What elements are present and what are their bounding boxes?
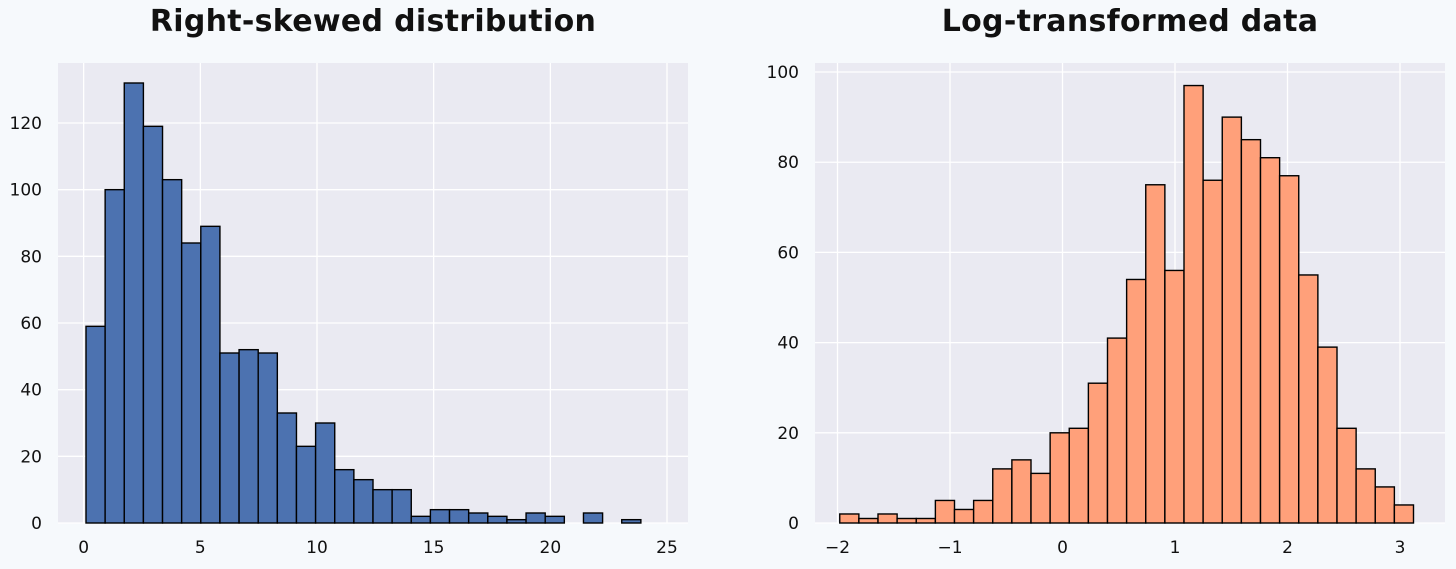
left-histogram-bar xyxy=(314,422,336,524)
left-y-tick-label: 60 xyxy=(20,314,42,334)
right-histogram-bar xyxy=(1049,432,1070,524)
left-y-tick-label: 40 xyxy=(20,381,42,401)
right-histogram-bar xyxy=(1336,427,1357,524)
right-histogram-bar xyxy=(934,499,956,524)
left-histogram-bar xyxy=(391,488,412,524)
right-histogram-bar xyxy=(896,517,917,524)
right-histogram-bar xyxy=(915,517,937,524)
right-histogram-bar xyxy=(1164,269,1185,524)
left-histogram-bar xyxy=(353,478,374,524)
right-histogram-bar xyxy=(1087,382,1109,524)
left-histogram-bar xyxy=(142,125,164,524)
right-chart: −2 −1 0 1 2 3 0 20 40 60 80 100 xyxy=(767,63,1445,558)
right-histogram-bar xyxy=(1030,472,1051,524)
right-histogram-bar xyxy=(839,513,860,524)
right-histogram-bar xyxy=(1106,337,1128,524)
right-histogram-bar xyxy=(1298,274,1319,524)
left-histogram-bar xyxy=(487,515,508,524)
left-histogram-bar xyxy=(295,445,317,524)
left-histogram-bar xyxy=(238,348,259,524)
right-histogram-bar xyxy=(972,499,994,524)
right-x-tick-label: −2 xyxy=(825,538,850,558)
left-histogram-bar xyxy=(410,515,432,524)
left-histogram-bar xyxy=(372,488,393,524)
right-histogram-bar xyxy=(1145,184,1166,524)
left-x-tick-label: 0 xyxy=(78,538,89,558)
right-x-tick-label: −1 xyxy=(937,538,962,558)
right-histogram-bar xyxy=(1125,278,1147,524)
left-histogram-bar xyxy=(123,82,145,524)
left-chart: 0 5 10 15 20 25 0 20 40 60 80 100 120 xyxy=(10,63,688,558)
left-histogram-bar xyxy=(219,352,240,524)
right-histogram-bar xyxy=(953,508,975,524)
left-histogram-bar xyxy=(180,242,202,524)
right-chart-title: Log-transformed data xyxy=(941,4,1319,39)
right-x-tick-label: 0 xyxy=(1057,538,1068,558)
left-histogram-bar xyxy=(467,512,489,524)
right-histogram-bar xyxy=(1278,175,1300,524)
right-histogram-bar xyxy=(858,517,879,524)
right-x-tick-label: 1 xyxy=(1170,538,1181,558)
left-histogram-bar xyxy=(276,412,298,524)
left-y-tick-label: 80 xyxy=(20,247,42,267)
left-histogram-bar xyxy=(200,225,221,524)
left-histogram-bar xyxy=(85,325,106,524)
right-y-tick-label: 100 xyxy=(767,63,799,83)
left-x-tick-label: 15 xyxy=(423,538,445,558)
left-histogram-bar xyxy=(104,188,125,524)
right-histogram-bar xyxy=(1068,427,1090,524)
right-histogram-bar xyxy=(1355,468,1376,524)
right-histogram-bar xyxy=(1259,157,1281,524)
right-y-tick-label: 60 xyxy=(777,243,799,263)
left-x-tick-label: 25 xyxy=(656,538,678,558)
left-histogram-bar xyxy=(161,178,183,524)
left-histogram-bar xyxy=(544,515,566,524)
right-histogram-bar xyxy=(1011,459,1032,524)
left-histogram-bar xyxy=(621,518,642,524)
right-x-tick-label: 3 xyxy=(1395,538,1406,558)
left-histogram-bar xyxy=(448,508,470,524)
right-y-tick-label: 80 xyxy=(777,153,799,173)
left-y-tick-label: 0 xyxy=(31,514,42,534)
left-chart-title: Right-skewed distribution xyxy=(149,4,597,39)
left-x-tick-label: 5 xyxy=(195,538,206,558)
left-y-tick-label: 120 xyxy=(10,114,42,134)
right-y-tick-label: 0 xyxy=(788,514,799,534)
right-histogram-bar xyxy=(1221,116,1243,524)
right-y-tick-label: 40 xyxy=(777,334,799,354)
right-x-tick-label: 2 xyxy=(1282,538,1293,558)
right-histogram-bar xyxy=(1374,486,1396,524)
right-histogram-bar xyxy=(1393,504,1415,524)
right-histogram-bar xyxy=(877,513,898,524)
left-x-tick-label: 20 xyxy=(540,538,562,558)
right-histogram-bar xyxy=(1317,346,1338,524)
right-histogram-bar xyxy=(1183,84,1204,524)
left-y-tick-label: 100 xyxy=(10,181,42,201)
right-histogram-bar xyxy=(992,468,1013,524)
left-histogram-bar xyxy=(334,468,355,524)
left-histogram-bar xyxy=(429,508,451,524)
right-histogram-bar xyxy=(1202,179,1223,524)
left-y-tick-label: 20 xyxy=(20,447,42,467)
right-histogram-bar xyxy=(1240,138,1262,524)
right-y-tick-label: 20 xyxy=(777,424,799,444)
left-histogram-bar xyxy=(582,512,604,524)
left-histogram-bar xyxy=(506,518,527,524)
left-histogram-bar xyxy=(525,512,546,524)
left-x-tick-label: 10 xyxy=(306,538,328,558)
left-histogram-bar xyxy=(257,352,279,524)
